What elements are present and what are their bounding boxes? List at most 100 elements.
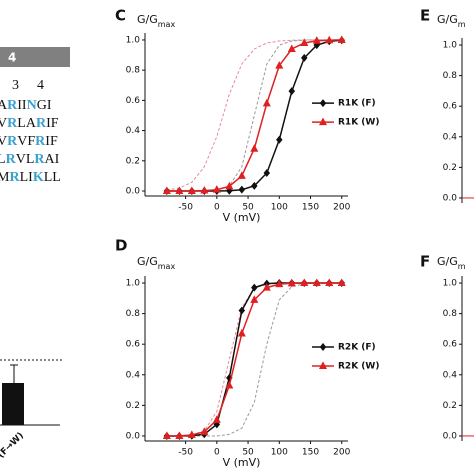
data-point (288, 87, 296, 96)
y-tick-label: 0.4 (126, 370, 141, 380)
y-axis-label: G/Gmax (137, 13, 175, 29)
data-point (237, 171, 246, 179)
panel-letter: C (115, 7, 126, 25)
data-point (238, 185, 246, 194)
y-tick-label: 0.6 (443, 102, 458, 112)
y-tick-label: 0.8 (443, 71, 458, 81)
data-point (212, 185, 221, 193)
data-point (175, 186, 184, 195)
data-point (287, 278, 296, 287)
x-tick-label: 200 (333, 203, 350, 213)
x-tick-label: 200 (333, 448, 350, 458)
legend-marker (319, 342, 327, 351)
x-tick-label: 50 (242, 448, 254, 458)
legend-label: R2K (W) (338, 361, 379, 371)
x-tick-label: 100 (271, 448, 288, 458)
y-axis-label-sub: m (458, 20, 466, 29)
y-tick-label: 0.0 (443, 431, 458, 441)
sequence-row: LRVLRAI (0, 152, 60, 167)
sequence-row: VRVFRIF (0, 134, 58, 149)
data-point (175, 431, 184, 439)
y-tick-label: 0.4 (443, 370, 458, 380)
y-axis-label-main: G/G (437, 13, 458, 26)
data-point (200, 427, 209, 435)
legend-label: R1K (F) (338, 99, 376, 109)
data-point (337, 278, 346, 287)
y-tick-label: 0.8 (443, 309, 458, 319)
data-point (225, 380, 234, 389)
y-tick-label: 1.0 (443, 41, 458, 51)
x-tick-label: 50 (242, 203, 254, 213)
data-point (263, 169, 271, 178)
y-tick-label: 0.0 (126, 187, 141, 197)
data-point (251, 283, 258, 292)
x-tick-label: 100 (271, 203, 288, 213)
data-point (301, 53, 308, 62)
y-tick-label: 0.2 (443, 163, 457, 173)
y-tick-label: 0.2 (126, 401, 140, 411)
data-point (162, 186, 171, 195)
y-axis-label-sub: max (158, 20, 176, 29)
legend-marker (319, 99, 327, 108)
y-tick-label: 1.0 (126, 35, 141, 45)
x-tick-label: -50 (178, 448, 193, 458)
data-point (275, 61, 284, 69)
x-axis-label: V (mV) (223, 211, 261, 224)
data-point (225, 181, 234, 190)
y-tick-label: 0.0 (443, 193, 458, 203)
x-tick-label: -50 (178, 203, 193, 213)
data-point (312, 278, 321, 287)
data-point (275, 279, 284, 288)
data-point (162, 431, 171, 439)
data-point (276, 135, 283, 144)
legend-label: R1K (W) (338, 118, 379, 128)
y-tick-label: 0.2 (443, 401, 457, 411)
y-axis-label-sub: max (158, 262, 176, 271)
y-axis-label-sub: m (458, 262, 466, 271)
panel-letter: F (420, 253, 430, 271)
y-tick-label: 0.6 (443, 340, 458, 350)
data-point (187, 186, 196, 195)
x-tick-label: 150 (302, 203, 319, 213)
y-tick-label: 1.0 (126, 279, 141, 289)
y-tick-label: 0.6 (126, 340, 141, 350)
panel-letter: D (115, 237, 127, 255)
bar (2, 383, 24, 425)
y-tick-label: 0.4 (443, 132, 458, 142)
data-point (262, 98, 271, 107)
y-tick-label: 0.2 (126, 156, 140, 166)
data-point (337, 35, 346, 43)
y-tick-label: 0.6 (126, 96, 141, 106)
data-point (300, 278, 309, 287)
y-axis-label-main: G/G (137, 255, 158, 268)
data-point (250, 295, 259, 303)
legend-label: R2K (F) (338, 342, 376, 352)
data-point (237, 328, 246, 337)
y-tick-label: 0.8 (126, 309, 141, 319)
data-point (200, 185, 209, 194)
header-bar (0, 47, 70, 67)
legend-marker (318, 117, 328, 126)
data-point (250, 144, 259, 152)
legend-marker (318, 361, 328, 369)
column-label: 4 (37, 78, 44, 93)
x-tick-label: 150 (302, 448, 319, 458)
data-point (238, 306, 246, 315)
series-line (166, 39, 342, 191)
column-label: 3 (12, 78, 19, 93)
data-point (300, 38, 309, 46)
y-axis-label: G/Gm (437, 255, 466, 271)
x-axis-label: V (mV) (223, 456, 261, 469)
data-point (251, 181, 258, 190)
y-tick-label: 0.8 (126, 66, 141, 76)
sequence-row: VRLARIF (0, 116, 59, 131)
y-axis-label-main: G/G (437, 255, 458, 268)
y-tick-label: 0.0 (126, 431, 141, 441)
data-point (312, 36, 321, 44)
header-label: 4 (8, 51, 16, 65)
y-axis-label: G/Gmax (137, 255, 175, 271)
y-tick-label: 0.4 (126, 126, 141, 136)
data-point (187, 430, 196, 438)
